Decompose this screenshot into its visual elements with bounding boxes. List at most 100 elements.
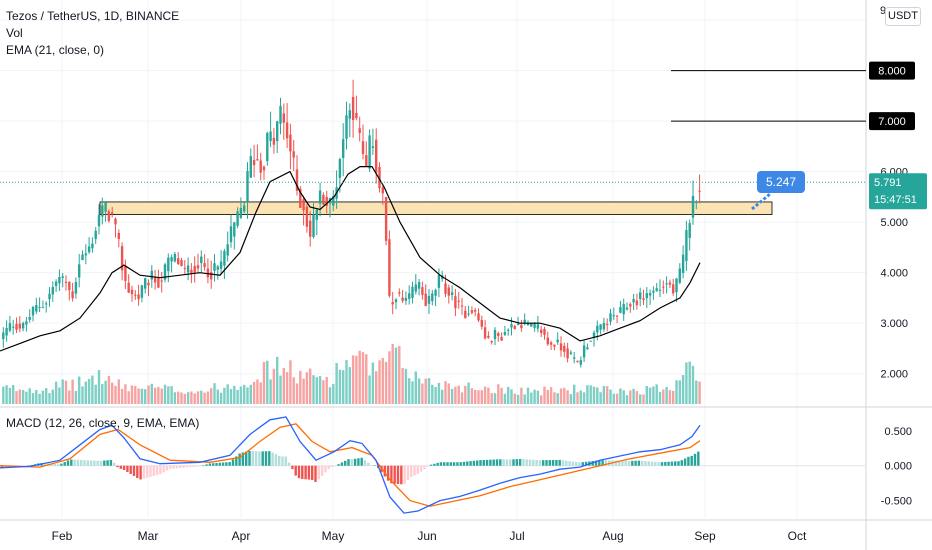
- volume-bar: [190, 391, 193, 404]
- volume-bar: [345, 360, 348, 404]
- volume-bar: [249, 384, 252, 404]
- volume-bar: [68, 390, 71, 404]
- candle-body: [378, 166, 381, 189]
- macd-histogram-bar: [575, 462, 578, 466]
- candle-body: [355, 112, 358, 119]
- macd-histogram-bar: [545, 460, 548, 466]
- volume-bar: [305, 372, 309, 404]
- candle-body: [365, 155, 368, 166]
- volume-bar: [447, 383, 450, 404]
- macd-histogram-bar: [614, 460, 617, 466]
- macd-histogram-bar: [664, 461, 667, 466]
- volume-bar: [381, 358, 384, 404]
- macd-histogram-bar: [231, 459, 235, 466]
- macd-histogram-bar: [344, 460, 347, 466]
- macd-histogram-bar: [522, 459, 525, 466]
- macd-histogram-bar: [350, 459, 353, 466]
- volume-bar: [28, 388, 31, 404]
- macd-histogram-bar: [271, 452, 274, 466]
- candle-body: [78, 264, 81, 278]
- candle-body: [5, 328, 8, 336]
- volume-bar: [546, 389, 549, 404]
- currency-unit-button[interactable]: USDT: [885, 7, 921, 26]
- candle-body: [510, 324, 513, 328]
- volume-bar: [276, 356, 279, 404]
- candle-body: [21, 322, 25, 329]
- candle-body: [196, 265, 200, 269]
- macd-tick-label: 0.500: [884, 426, 912, 438]
- candle-body: [470, 310, 474, 313]
- volume-bar: [2, 386, 5, 404]
- candle-body: [655, 288, 658, 291]
- candle-body: [61, 276, 64, 278]
- ema-legend[interactable]: EMA (21, close, 0): [6, 43, 105, 57]
- symbol-legend[interactable]: Tezos / TetherUS, 1D, BINANCE: [6, 9, 180, 23]
- volume-bar: [404, 368, 408, 404]
- candle-body: [338, 159, 342, 178]
- candle-body: [579, 360, 582, 365]
- volume-bar: [84, 381, 87, 404]
- macd-histogram-bar: [185, 465, 188, 468]
- candle-body: [322, 194, 325, 205]
- candle-body: [170, 257, 173, 262]
- macd-histogram-bar: [347, 459, 350, 466]
- candle-body: [444, 283, 447, 294]
- macd-histogram-bar: [657, 462, 660, 466]
- volume-bar: [513, 393, 516, 404]
- candle-body: [262, 166, 266, 171]
- macd-histogram-bar: [403, 465, 406, 484]
- candle-body: [612, 315, 615, 317]
- volume-bar: [315, 377, 318, 404]
- volume-bar: [97, 369, 101, 404]
- macd-histogram-bar: [367, 462, 370, 466]
- macd-histogram-bar: [258, 451, 261, 466]
- volume-bar: [365, 354, 368, 404]
- volume-bar: [503, 393, 507, 404]
- ema-layer: [0, 166, 701, 352]
- volume-bar: [434, 386, 437, 404]
- volume-bar: [566, 390, 569, 404]
- macd-histogram-bar: [690, 455, 693, 466]
- macd-histogram-bar: [56, 464, 60, 466]
- macd-histogram-bar: [66, 460, 70, 466]
- macd-legend[interactable]: MACD (12, 26, close, 9, EMA, EMA): [6, 416, 200, 430]
- candle-body: [173, 253, 177, 262]
- candle-body: [665, 283, 668, 285]
- macd-histogram-bar: [76, 459, 80, 466]
- candle-body: [645, 293, 648, 299]
- volume-bar: [87, 378, 91, 404]
- candle-body: [668, 282, 672, 285]
- volume-legend[interactable]: Vol: [6, 26, 23, 40]
- macd-histogram-bar: [281, 456, 284, 466]
- macd-histogram-bar: [162, 465, 165, 473]
- candle-body: [233, 222, 236, 237]
- candle-body: [345, 115, 348, 139]
- macd-histogram-bar: [353, 458, 357, 466]
- macd-histogram-bar: [429, 464, 433, 466]
- candle-body: [530, 323, 533, 327]
- candle-body: [596, 325, 599, 333]
- volume-bar: [213, 383, 216, 404]
- candle-body: [210, 272, 213, 280]
- volume-bar: [295, 383, 299, 404]
- volume-bar: [124, 384, 127, 404]
- macd-histogram-bar: [627, 460, 631, 466]
- macd-histogram-bar: [93, 460, 96, 466]
- volume-bar: [457, 385, 460, 404]
- volume-bar: [556, 393, 559, 404]
- volume-bar: [431, 384, 434, 404]
- time-tick-label: Mar: [138, 529, 159, 543]
- candle-body: [153, 276, 157, 283]
- candle-body: [28, 317, 31, 320]
- macd-histogram-bar: [235, 456, 238, 466]
- macd-histogram-bar: [670, 461, 674, 466]
- candle-body: [540, 329, 543, 334]
- candle-body: [375, 139, 378, 173]
- macd-histogram-bar: [363, 460, 367, 466]
- candle-body: [190, 269, 193, 274]
- volume-bar: [520, 387, 523, 404]
- candle-body: [490, 341, 493, 343]
- candle-body: [503, 332, 507, 335]
- candle-body: [421, 287, 424, 295]
